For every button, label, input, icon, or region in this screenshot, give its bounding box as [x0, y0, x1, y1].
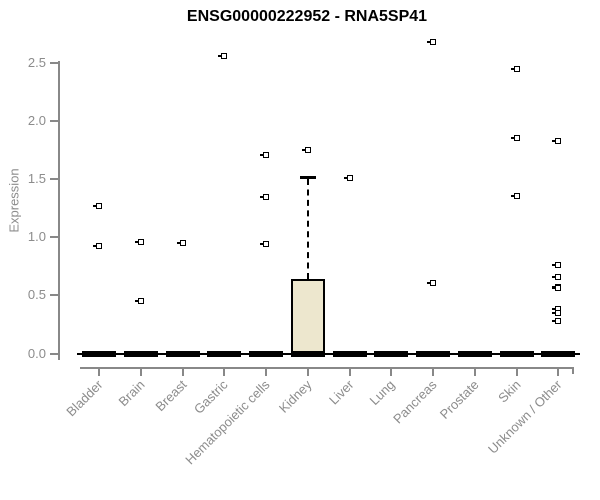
outlier-point [134, 239, 144, 246]
outlier-point [427, 279, 436, 286]
y-axis-tick-label: 1.5 [27, 171, 46, 187]
y-axis-tick [50, 178, 58, 181]
y-axis-tick [50, 236, 58, 239]
y-axis-tick-label: 0.0 [27, 345, 46, 361]
outlier-point [510, 134, 520, 141]
x-axis-tick [139, 367, 142, 376]
median-bar [160, 350, 205, 357]
y-axis-tick-label: 2.5 [27, 55, 46, 71]
median-bar [118, 350, 163, 357]
chart-title: ENSG00000222952 - RNA5SP41 [186, 8, 428, 25]
median-bar [77, 350, 121, 357]
x-axis-tick [306, 367, 309, 376]
outlier-point [134, 298, 144, 305]
outlier-point [510, 66, 520, 73]
x-axis-tick [557, 367, 560, 376]
x-axis-tick [390, 367, 393, 376]
outlier-point [93, 203, 102, 210]
median-bar [411, 350, 455, 357]
y-axis-tick-label: 0.5 [27, 287, 46, 303]
whisker-cap [299, 175, 316, 179]
outlier-point [93, 242, 102, 249]
y-axis-tick-label: 2.0 [27, 113, 46, 129]
x-axis-tick [348, 367, 351, 376]
x-axis-tick [432, 367, 434, 376]
median-bar [244, 350, 288, 357]
median-bar [369, 350, 414, 357]
outlier-point [552, 138, 562, 145]
outlier-point [552, 273, 562, 280]
median-bar [494, 350, 539, 357]
median-bar [327, 350, 372, 357]
median-bar [452, 350, 497, 357]
whisker-line [306, 179, 309, 280]
y-axis-line [58, 61, 60, 360]
y-axis-tick [50, 352, 58, 355]
y-axis-tick [50, 294, 58, 297]
outlier-point [260, 193, 269, 200]
x-axis-line [80, 367, 574, 369]
box [290, 279, 325, 357]
outlier-point [176, 240, 186, 247]
outlier-point [552, 262, 562, 269]
x-axis-tick [473, 367, 476, 376]
x-axis-tick [98, 367, 100, 376]
x-axis-end-tick [572, 367, 574, 374]
outlier-point [260, 151, 269, 158]
median-bar [536, 350, 581, 357]
median-bar [285, 350, 330, 357]
outlier-point [510, 192, 520, 199]
outlier-point [552, 285, 562, 292]
x-axis-tick [181, 367, 184, 376]
outlier-point [552, 309, 562, 316]
x-axis-tick [223, 367, 226, 376]
outlier-point [427, 39, 436, 46]
outlier-point [301, 147, 311, 154]
y-axis-tick-label: 1.0 [27, 229, 46, 245]
x-axis-tick [515, 367, 518, 376]
median-bar [202, 350, 247, 357]
outlier-point [343, 175, 353, 182]
outlier-point [552, 317, 562, 324]
x-axis-tick [265, 367, 267, 376]
y-axis-tick [50, 120, 58, 123]
outlier-point [218, 53, 228, 60]
y-axis-tick [50, 62, 58, 65]
outlier-point [260, 241, 269, 248]
